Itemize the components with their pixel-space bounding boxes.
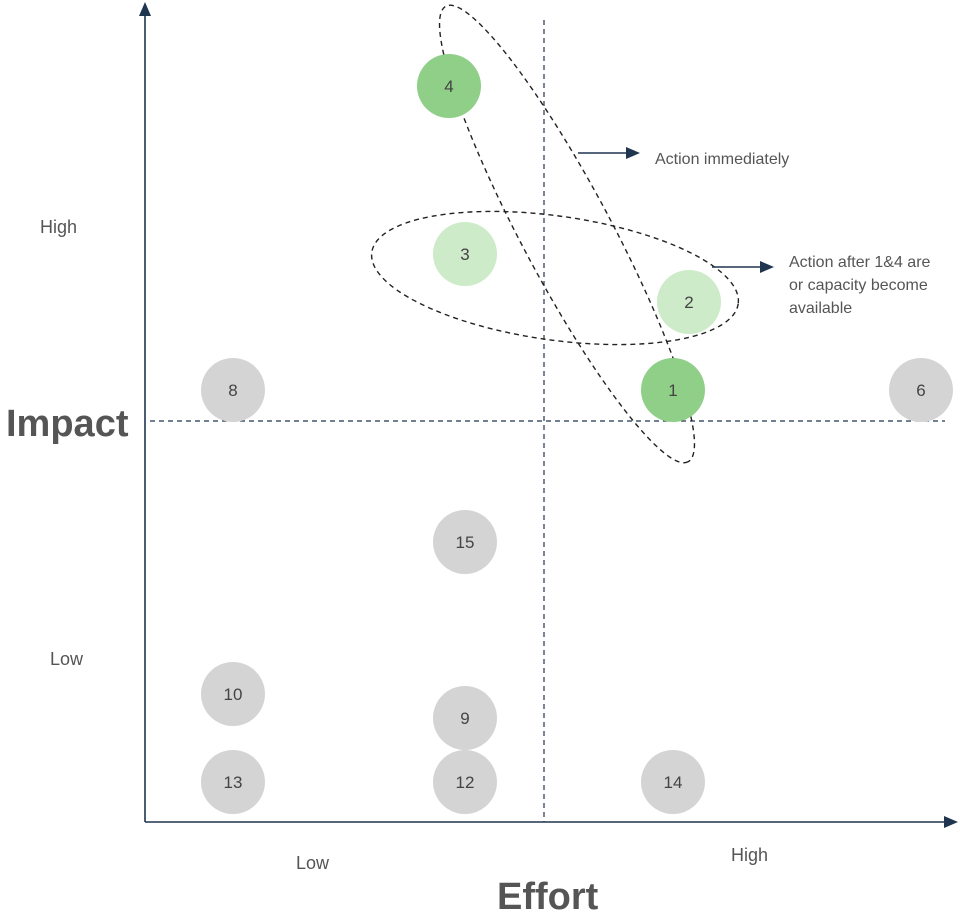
point-4 [417,54,481,118]
point-label-4: 4 [444,77,453,96]
point-label-10: 10 [224,685,243,704]
point-14 [641,750,705,814]
x-axis-title: Effort [497,876,599,917]
x-axis-arrowhead [944,816,958,828]
point-15 [433,510,497,574]
point-label-14: 14 [664,773,683,792]
action-after-annotation-line-3: available [789,300,852,317]
action-after-group-ellipse [370,210,740,346]
point-9 [433,686,497,750]
action-immediately-group-ellipse [438,4,696,464]
point-13 [201,750,265,814]
point-12 [433,750,497,814]
x-tick-label-low: Low [296,853,330,873]
point-label-1: 1 [668,381,677,400]
point-label-9: 9 [460,709,469,728]
point-label-3: 3 [460,245,469,264]
y-tick-label-high: High [40,217,77,237]
point-3 [433,222,497,286]
y-axis-arrowhead [139,2,151,16]
point-label-13: 13 [224,773,243,792]
action-after-annotation-line-1: Action after 1&4 are [789,254,931,271]
y-tick-label-low: Low [50,649,84,669]
point-10 [201,662,265,726]
action-after-arrowhead [760,261,774,273]
point-label-8: 8 [228,381,237,400]
point-1 [641,358,705,422]
point-label-6: 6 [916,381,925,400]
action-immediately-annotation: Action immediately [655,151,789,168]
action-immediately-arrowhead [626,147,640,159]
x-tick-label-high: High [731,845,768,865]
point-label-15: 15 [456,533,475,552]
point-2 [657,270,721,334]
action-after-annotation-line-2: or capacity become [789,277,928,294]
point-8 [201,358,265,422]
y-axis-title: Impact [6,403,129,445]
point-label-2: 2 [684,293,693,312]
point-6 [889,358,953,422]
point-label-12: 12 [456,773,475,792]
